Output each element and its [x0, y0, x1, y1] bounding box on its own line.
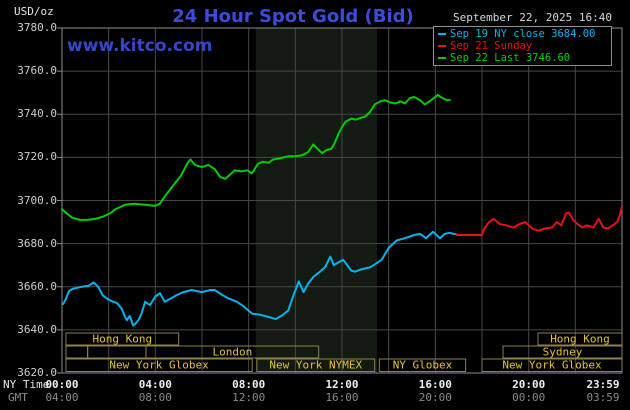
- session-label: New York NYMEX: [269, 359, 362, 372]
- session-label: New York Globex: [502, 359, 602, 372]
- x-tick-label-gmt: 03:59: [586, 391, 620, 404]
- x-tick-label-gmt: 08:00: [138, 391, 172, 404]
- y-tick-label: 3780.0: [17, 21, 57, 34]
- legend-item: Sep 21 Sunday: [437, 40, 611, 52]
- session-box: [502, 345, 623, 359]
- x-tick-label-ny: 16:00: [418, 378, 452, 391]
- legend-item: Sep 22 Last 3746.60: [437, 52, 611, 64]
- y-tick-label: 3680.0: [17, 236, 57, 250]
- legend-text: Sep 19 NY close 3684.00: [450, 28, 596, 40]
- session-label: London: [212, 346, 252, 359]
- session-box: [378, 358, 467, 372]
- legend-text: Sep 22 Last 3746.60: [450, 52, 571, 64]
- y-tick-label: 3660.0: [17, 279, 57, 293]
- x-tick-label-gmt: 04:00: [45, 391, 79, 404]
- x-tick-label-ny: 20:00: [512, 378, 546, 391]
- legend: Sep 19 NY close 3684.00 Sep 21 Sunday Sep …: [433, 26, 612, 66]
- legend-dash-icon: [438, 45, 446, 47]
- x-tick-label-ny: 12:00: [325, 378, 359, 391]
- x-tick-label-ny: 23:59: [586, 378, 620, 391]
- x-tick-label-gmt: 12:00: [232, 391, 266, 404]
- legend-text: Sep 21 Sunday: [450, 40, 533, 52]
- x-tick-label-ny: 00:00: [45, 378, 79, 391]
- legend-item: Sep 19 NY close 3684.00: [437, 28, 611, 40]
- session-box: [256, 358, 376, 372]
- session-label: NY Globex: [393, 359, 453, 372]
- y-tick-label: 3740.0: [17, 107, 57, 121]
- session-label: Sydney: [543, 346, 583, 359]
- chart-title: 24 Hour Spot Gold (Bid): [172, 6, 414, 27]
- session-box: [65, 332, 180, 346]
- x-tick-label-gmt: 00:00: [512, 391, 546, 404]
- x-tick-label-gmt: 16:00: [325, 391, 359, 404]
- x-tick-label-ny: 04:00: [138, 378, 172, 391]
- session-label: Hong Kong: [93, 333, 153, 346]
- y-tick-label: 3620.0: [17, 366, 57, 379]
- ny-time-row-label: NY Time: [3, 378, 50, 391]
- y-tick-label: 3720.0: [17, 150, 57, 164]
- y-tick-label: 3700.0: [17, 193, 57, 207]
- session-box: [145, 345, 320, 359]
- session-box: [65, 345, 89, 359]
- y-tick-label: 3640.0: [17, 322, 57, 336]
- kitco-watermark-link[interactable]: www.kitco.com: [67, 36, 213, 56]
- series-line-sep-22-last: [61, 93, 451, 221]
- session-box: [87, 345, 147, 359]
- x-tick-label-ny: 08:00: [232, 378, 266, 391]
- chart-datetime: September 22, 2025 16:40: [453, 11, 612, 24]
- legend-dash-icon: [438, 57, 446, 59]
- legend-dash-icon: [438, 33, 446, 35]
- series-line-sep-21-sunday: [455, 206, 623, 236]
- series-line-sep-19-ny-close: [62, 230, 460, 327]
- session-label: New York Globex: [109, 359, 209, 372]
- session-label: Hong Kong: [550, 333, 610, 346]
- session-box: [481, 358, 623, 372]
- gmt-row-label: GMT: [8, 391, 28, 404]
- y-tick-label: 3760.0: [17, 64, 57, 78]
- x-tick-label-gmt: 20:00: [418, 391, 452, 404]
- session-box: [537, 332, 623, 346]
- session-box: [65, 358, 253, 372]
- price-unit-label: USD/oz: [14, 5, 54, 18]
